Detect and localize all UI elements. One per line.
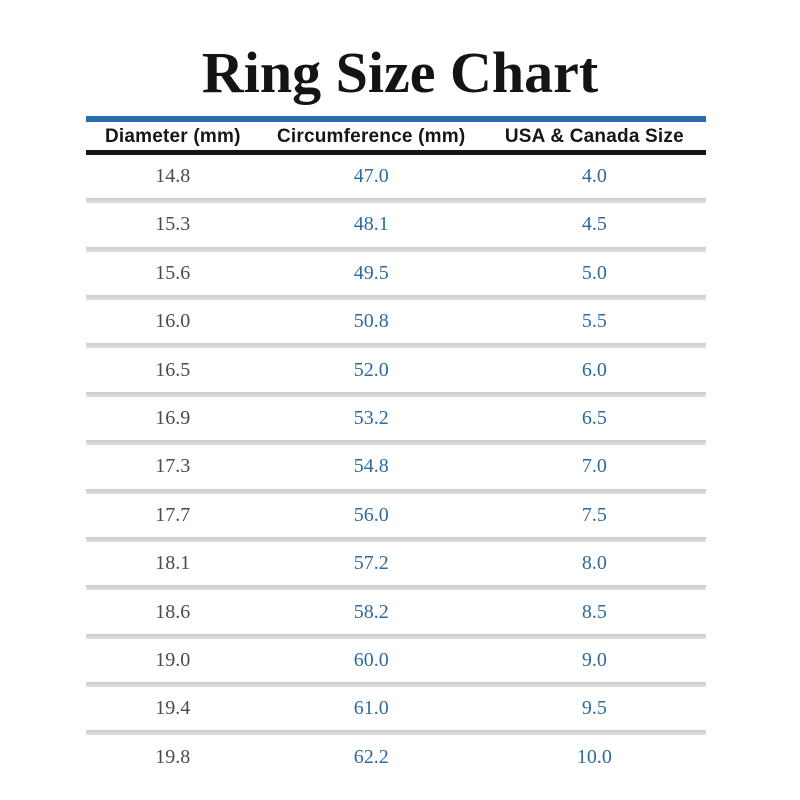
diameter-cell: 17.7 <box>155 503 191 526</box>
table-row: 16.0 50.8 5.5 <box>86 300 706 343</box>
size-cell: 9.0 <box>581 648 607 671</box>
size-cell: 5.0 <box>581 261 607 284</box>
size-cell: 7.5 <box>581 503 607 526</box>
diameter-cell: 14.8 <box>155 164 191 187</box>
diameter-cell: 18.6 <box>155 600 191 623</box>
diameter-cell: 15.6 <box>155 261 191 284</box>
table-row: 19.8 62.2 10.0 <box>86 735 706 778</box>
diameter-cell: 16.9 <box>155 406 191 429</box>
row-divider <box>86 682 706 688</box>
size-cell: 7.0 <box>581 455 607 478</box>
diameter-cell: 17.3 <box>155 455 191 478</box>
circumference-cell: 62.2 <box>353 745 389 768</box>
row-divider <box>86 198 706 204</box>
column-header-diameter: Diameter (mm) <box>104 125 241 147</box>
size-cell: 10.0 <box>576 745 612 768</box>
circumference-cell: 60.0 <box>353 648 389 671</box>
circumference-cell: 50.8 <box>353 310 389 333</box>
table-row: 17.7 56.0 7.5 <box>86 494 706 537</box>
row-divider <box>86 294 706 300</box>
row-divider <box>86 536 706 542</box>
accent-divider <box>86 115 706 122</box>
size-cell: 4.5 <box>581 213 607 236</box>
circumference-cell: 47.0 <box>353 164 389 187</box>
circumference-cell: 54.8 <box>353 455 389 478</box>
size-cell: 6.5 <box>581 406 607 429</box>
circumference-cell: 61.0 <box>353 697 389 720</box>
circumference-cell: 52.0 <box>353 358 389 381</box>
diameter-cell: 19.0 <box>155 648 191 671</box>
circumference-cell: 57.2 <box>353 552 389 575</box>
diameter-cell: 19.4 <box>155 697 191 720</box>
table-row: 16.9 53.2 6.5 <box>86 397 706 440</box>
diameter-cell: 16.5 <box>155 358 191 381</box>
column-header-usa-canada-size: USA & Canada Size <box>504 125 684 147</box>
row-divider <box>86 633 706 639</box>
row-divider <box>86 585 706 591</box>
table-row: 19.0 60.0 9.0 <box>86 639 706 682</box>
table-row: 17.3 54.8 7.0 <box>86 445 706 488</box>
size-cell: 8.0 <box>581 552 607 575</box>
column-header-circumference: Circumference (mm) <box>276 125 466 147</box>
size-cell: 4.0 <box>581 164 607 187</box>
table-row: 19.4 61.0 9.5 <box>86 687 706 730</box>
table-row: 15.6 49.5 5.0 <box>86 252 706 295</box>
header-divider <box>86 149 706 155</box>
table-row: 18.6 58.2 8.5 <box>86 590 706 633</box>
size-cell: 8.5 <box>581 600 607 623</box>
row-divider <box>86 730 706 736</box>
table-header-row: Diameter (mm) Circumference (mm) USA & C… <box>86 122 706 150</box>
circumference-cell: 49.5 <box>353 261 389 284</box>
table-row: 18.1 57.2 8.0 <box>86 542 706 585</box>
size-cell: 9.5 <box>581 697 607 720</box>
diameter-cell: 19.8 <box>155 745 191 768</box>
ring-size-table: Diameter (mm) Circumference (mm) USA & C… <box>86 115 706 779</box>
page-title: Ring Size Chart <box>201 40 599 105</box>
size-cell: 5.5 <box>581 310 607 333</box>
diameter-cell: 16.0 <box>155 310 191 333</box>
circumference-cell: 56.0 <box>353 503 389 526</box>
circumference-cell: 53.2 <box>353 406 389 429</box>
table-row: 14.8 47.0 4.0 <box>86 155 706 198</box>
circumference-cell: 48.1 <box>353 213 389 236</box>
table-row: 16.5 52.0 6.0 <box>86 348 706 391</box>
row-divider <box>86 440 706 446</box>
table-row: 15.3 48.1 4.5 <box>86 203 706 246</box>
row-divider <box>86 343 706 349</box>
diameter-cell: 15.3 <box>155 213 191 236</box>
row-divider <box>86 391 706 397</box>
diameter-cell: 18.1 <box>155 552 191 575</box>
row-divider <box>86 488 706 494</box>
table-body: 14.8 47.0 4.0 15.3 48.1 4.5 15.6 49.5 5.0 16.0 50.… <box>86 155 706 779</box>
size-cell: 6.0 <box>581 358 607 381</box>
row-divider <box>86 246 706 252</box>
circumference-cell: 58.2 <box>353 600 389 623</box>
